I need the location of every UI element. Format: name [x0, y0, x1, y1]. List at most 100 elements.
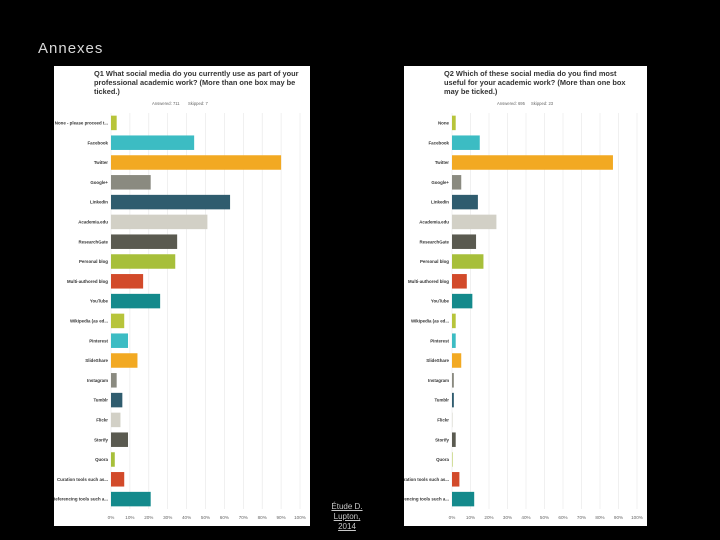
category-label: ResearchGate	[78, 239, 108, 244]
category-label: Curation tools such as...	[57, 477, 108, 482]
x-tick-label: 50%	[540, 515, 549, 520]
category-label: YouTube	[431, 299, 450, 304]
category-label: Curation tools such as...	[404, 477, 449, 482]
bar-tumblr	[452, 392, 454, 408]
caption-line-2[interactable]: 2014	[338, 522, 356, 531]
category-label: None - please proceed t...	[55, 121, 108, 126]
category-label: Wikipedia (as ed...	[70, 319, 108, 324]
x-tick-label: 20%	[484, 515, 493, 520]
x-tick-label: 80%	[258, 515, 267, 520]
bar-quora	[111, 452, 115, 467]
category-label: Google+	[431, 180, 449, 185]
category-label: Personal blog	[420, 259, 449, 264]
category-label: Instagram	[428, 378, 449, 383]
bar-researchgate	[452, 234, 477, 249]
chart-title-q2: Q2 Which of these social media do you fi…	[444, 69, 626, 96]
answered-count-q2: Answered: 695	[497, 101, 525, 106]
bar-tumblr	[111, 392, 123, 408]
bar-wikipedia-as-ed	[452, 313, 456, 329]
caption-line-1[interactable]: Étude D. Lupton,	[331, 502, 363, 521]
category-label: Referencing tools such a...	[404, 497, 449, 502]
x-tick-label: 70%	[577, 515, 586, 520]
x-tick-label: 90%	[276, 515, 285, 520]
bar-multi-authored-blog	[111, 274, 144, 289]
bar-researchgate	[111, 234, 178, 249]
bar-multi-authored-blog	[452, 274, 467, 289]
bar-facebook	[452, 135, 480, 150]
category-label: Google+	[90, 180, 108, 185]
bar-slideshare	[111, 353, 138, 368]
bar-curation-tools-such-as	[111, 472, 125, 487]
category-label: Instagram	[87, 378, 108, 383]
category-label: LinkedIn	[90, 200, 108, 205]
bar-facebook	[111, 135, 195, 150]
x-tick-label: 40%	[521, 515, 530, 520]
bar-chart-q2: 0% 10% 20% 30% 40% 50% 60% 70% 80% 90% 100% None Fac…	[404, 113, 643, 520]
category-label: Tumblr	[93, 398, 108, 403]
category-label: Twitter	[435, 160, 449, 165]
bar-instagram	[452, 373, 454, 388]
category-label: Multi-authored blog	[408, 279, 449, 284]
category-label: SlideShare	[85, 358, 108, 363]
category-label: Pinterest	[89, 338, 108, 343]
skipped-count-q1: Skipped: 7	[188, 101, 208, 106]
bar-flickr	[452, 412, 453, 428]
bar-none	[452, 115, 456, 131]
bar-quora	[452, 452, 453, 467]
x-tick-label: 50%	[201, 515, 210, 520]
x-tick-label: 30%	[503, 515, 512, 520]
x-tick-label: 60%	[220, 515, 229, 520]
x-tick-label: 100%	[294, 515, 306, 520]
category-label: Academia.edu	[78, 220, 108, 225]
bar-linkedin	[111, 194, 231, 210]
category-label: Pinterest	[430, 338, 449, 343]
bar-pinterest	[452, 333, 456, 348]
bar-twitter	[452, 155, 613, 170]
category-label: Flickr	[437, 418, 449, 423]
x-tick-label: 0%	[108, 515, 115, 520]
category-label: Flickr	[96, 418, 108, 423]
category-label: Quora	[436, 457, 449, 462]
bar-storify	[452, 432, 456, 447]
category-label: Tumblr	[434, 398, 449, 403]
category-label: Facebook	[429, 140, 450, 145]
category-label: YouTube	[90, 299, 109, 304]
bar-academia-edu	[111, 214, 208, 230]
bar-curation-tools-such-as	[452, 472, 460, 487]
bar-pinterest	[111, 333, 129, 348]
bar-personal-blog	[452, 254, 484, 269]
x-tick-label: 100%	[631, 515, 643, 520]
bar-academia-edu	[452, 214, 497, 230]
category-label: Quora	[95, 457, 108, 462]
category-label: Multi-authored blog	[67, 279, 108, 284]
category-label: Twitter	[94, 160, 108, 165]
bar-twitter	[111, 155, 282, 170]
category-label: ResearchGate	[419, 239, 449, 244]
category-label: Storify	[94, 437, 108, 442]
category-label: Facebook	[88, 140, 109, 145]
category-label: SlideShare	[426, 358, 449, 363]
bar-google	[111, 175, 151, 190]
bar-slideshare	[452, 353, 462, 368]
category-label: None	[438, 121, 450, 126]
source-caption[interactable]: Étude D. Lupton, 2014	[323, 502, 371, 532]
x-tick-label: 30%	[163, 515, 172, 520]
x-tick-label: 90%	[614, 515, 623, 520]
bar-linkedin	[452, 194, 478, 210]
category-label: Academia.edu	[419, 220, 449, 225]
x-tick-label: 60%	[558, 515, 567, 520]
bar-none-please-proceed-t	[111, 115, 117, 131]
x-tick-label: 10%	[466, 515, 475, 520]
bar-google	[452, 175, 462, 190]
slide-title: Annexes	[38, 40, 104, 57]
x-tick-label: 80%	[595, 515, 604, 520]
bar-chart-q1: 0% 10% 20% 30% 40% 50% 60% 70% 80% 90% 100% None - …	[54, 113, 306, 520]
bar-youtube	[452, 293, 473, 309]
chart-panel-q1: Q1 What social media do you currently us…	[54, 66, 310, 526]
bar-storify	[111, 432, 129, 447]
bar-referencing-tools-such-a	[111, 491, 151, 507]
bar-referencing-tools-such-a	[452, 491, 475, 507]
skipped-count-q2: Skipped: 23	[531, 101, 554, 106]
x-tick-label: 10%	[125, 515, 134, 520]
x-tick-label: 70%	[239, 515, 248, 520]
